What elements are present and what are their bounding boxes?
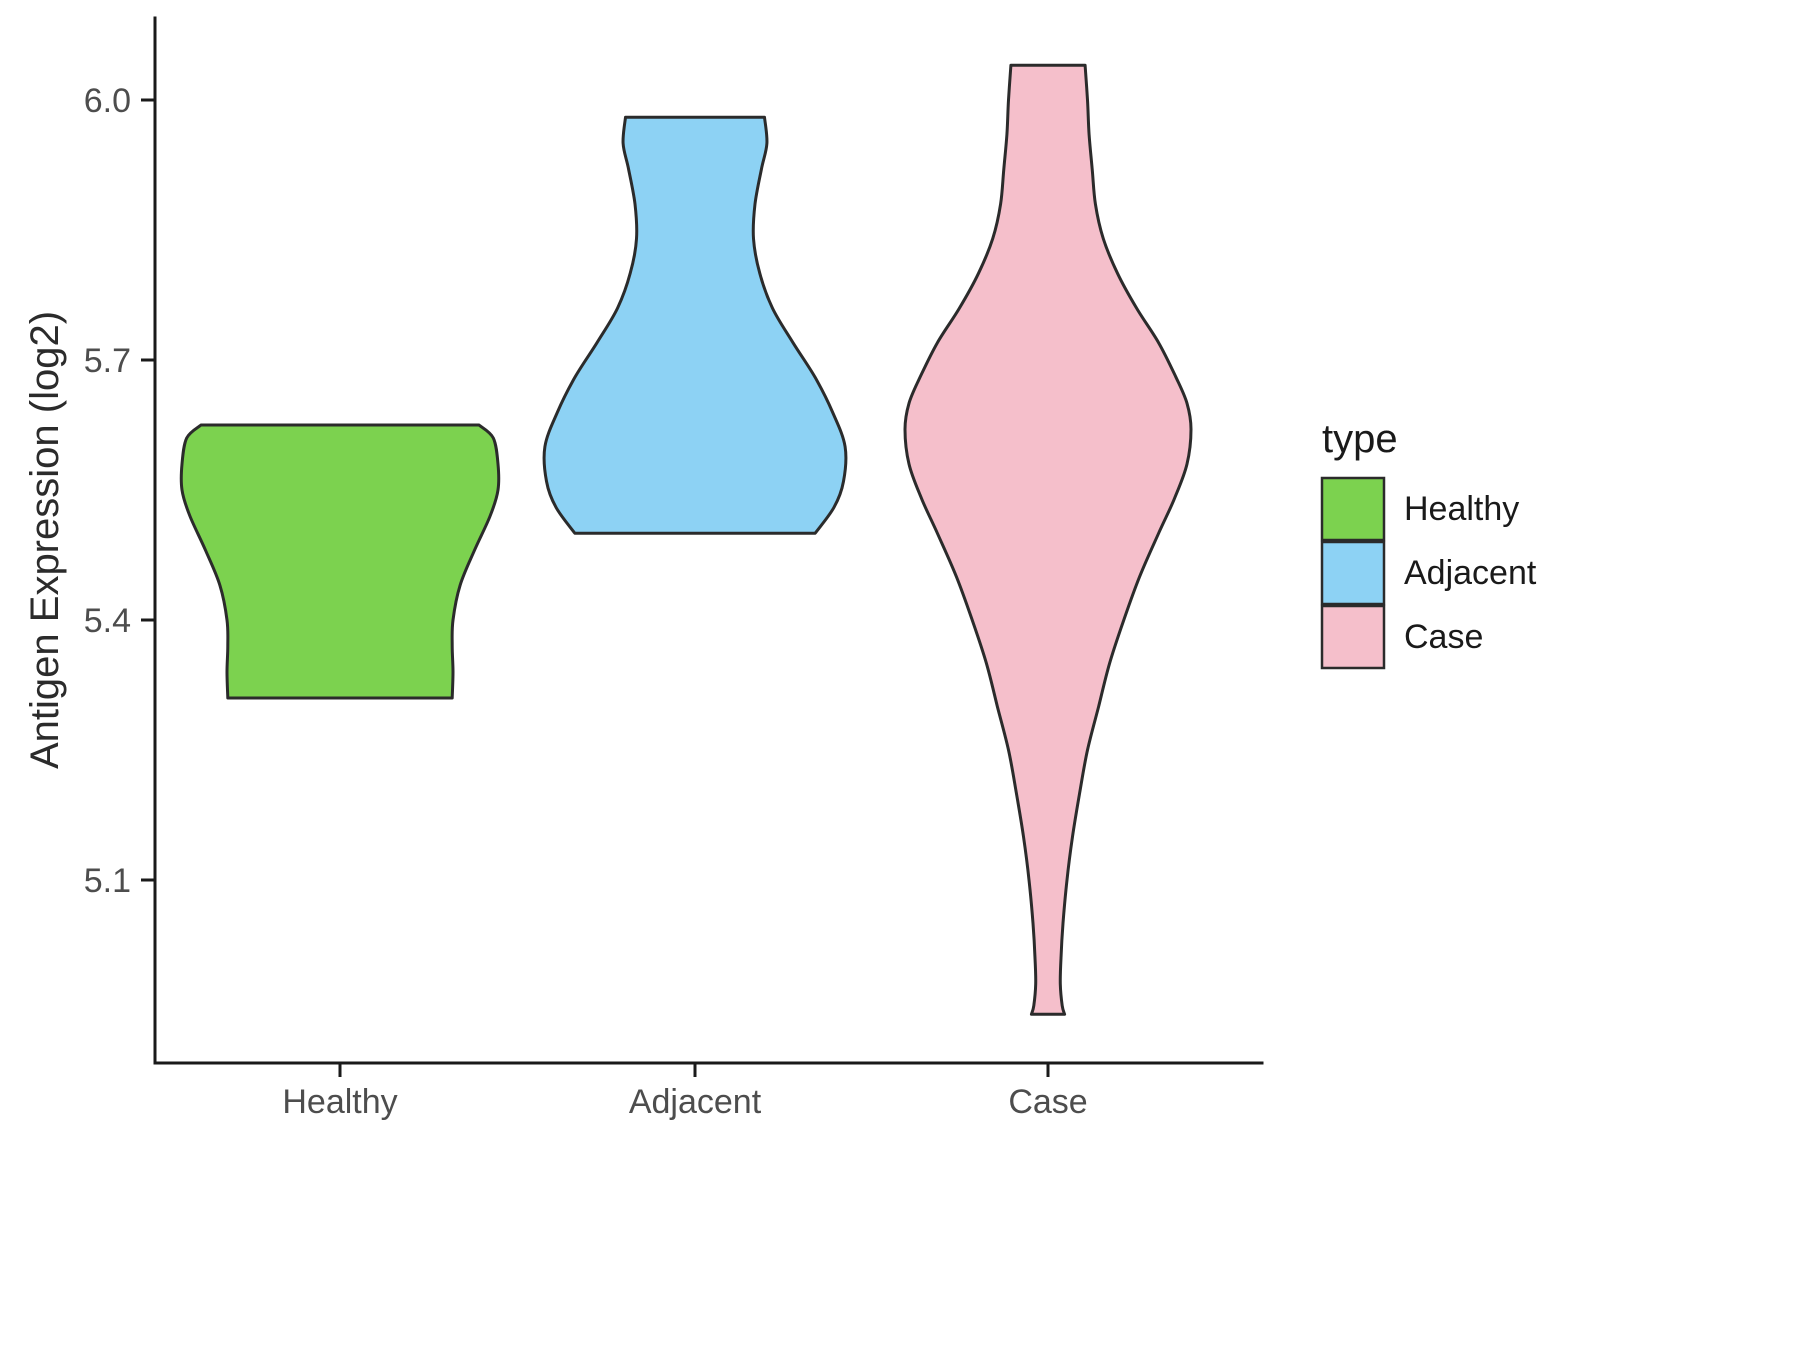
y-tick-label: 5.7 xyxy=(84,342,131,380)
y-axis-title: Antigen Expression (log2) xyxy=(23,311,67,769)
legend-swatch-healthy xyxy=(1320,476,1386,542)
x-tick-label: Healthy xyxy=(282,1083,397,1121)
violin-case xyxy=(903,63,1193,1016)
violin-healthy xyxy=(179,423,501,700)
legend-entries: Healthy Adjacent Case xyxy=(1320,476,1537,670)
legend: type Healthy Adjacent Case xyxy=(1320,417,1537,670)
y-tick-label: 5.4 xyxy=(84,602,131,640)
y-tick-label: 6.0 xyxy=(84,82,131,120)
legend-title: type xyxy=(1322,417,1398,461)
ticks-layer: 6.0 5.7 5.4 5.1 Healthy Adjacent Case xyxy=(84,82,1088,1121)
legend-swatch-case xyxy=(1320,604,1386,670)
violins-layer xyxy=(179,63,1193,1016)
violin-adjacent xyxy=(542,115,848,535)
legend-label-case: Case xyxy=(1404,618,1483,656)
x-tick-label: Case xyxy=(1008,1083,1087,1121)
legend-label-healthy: Healthy xyxy=(1404,490,1519,528)
y-tick-label: 5.1 xyxy=(84,862,131,900)
x-tick-label: Adjacent xyxy=(629,1083,762,1121)
legend-label-adjacent: Adjacent xyxy=(1404,554,1537,592)
legend-swatch-adjacent xyxy=(1320,540,1386,606)
